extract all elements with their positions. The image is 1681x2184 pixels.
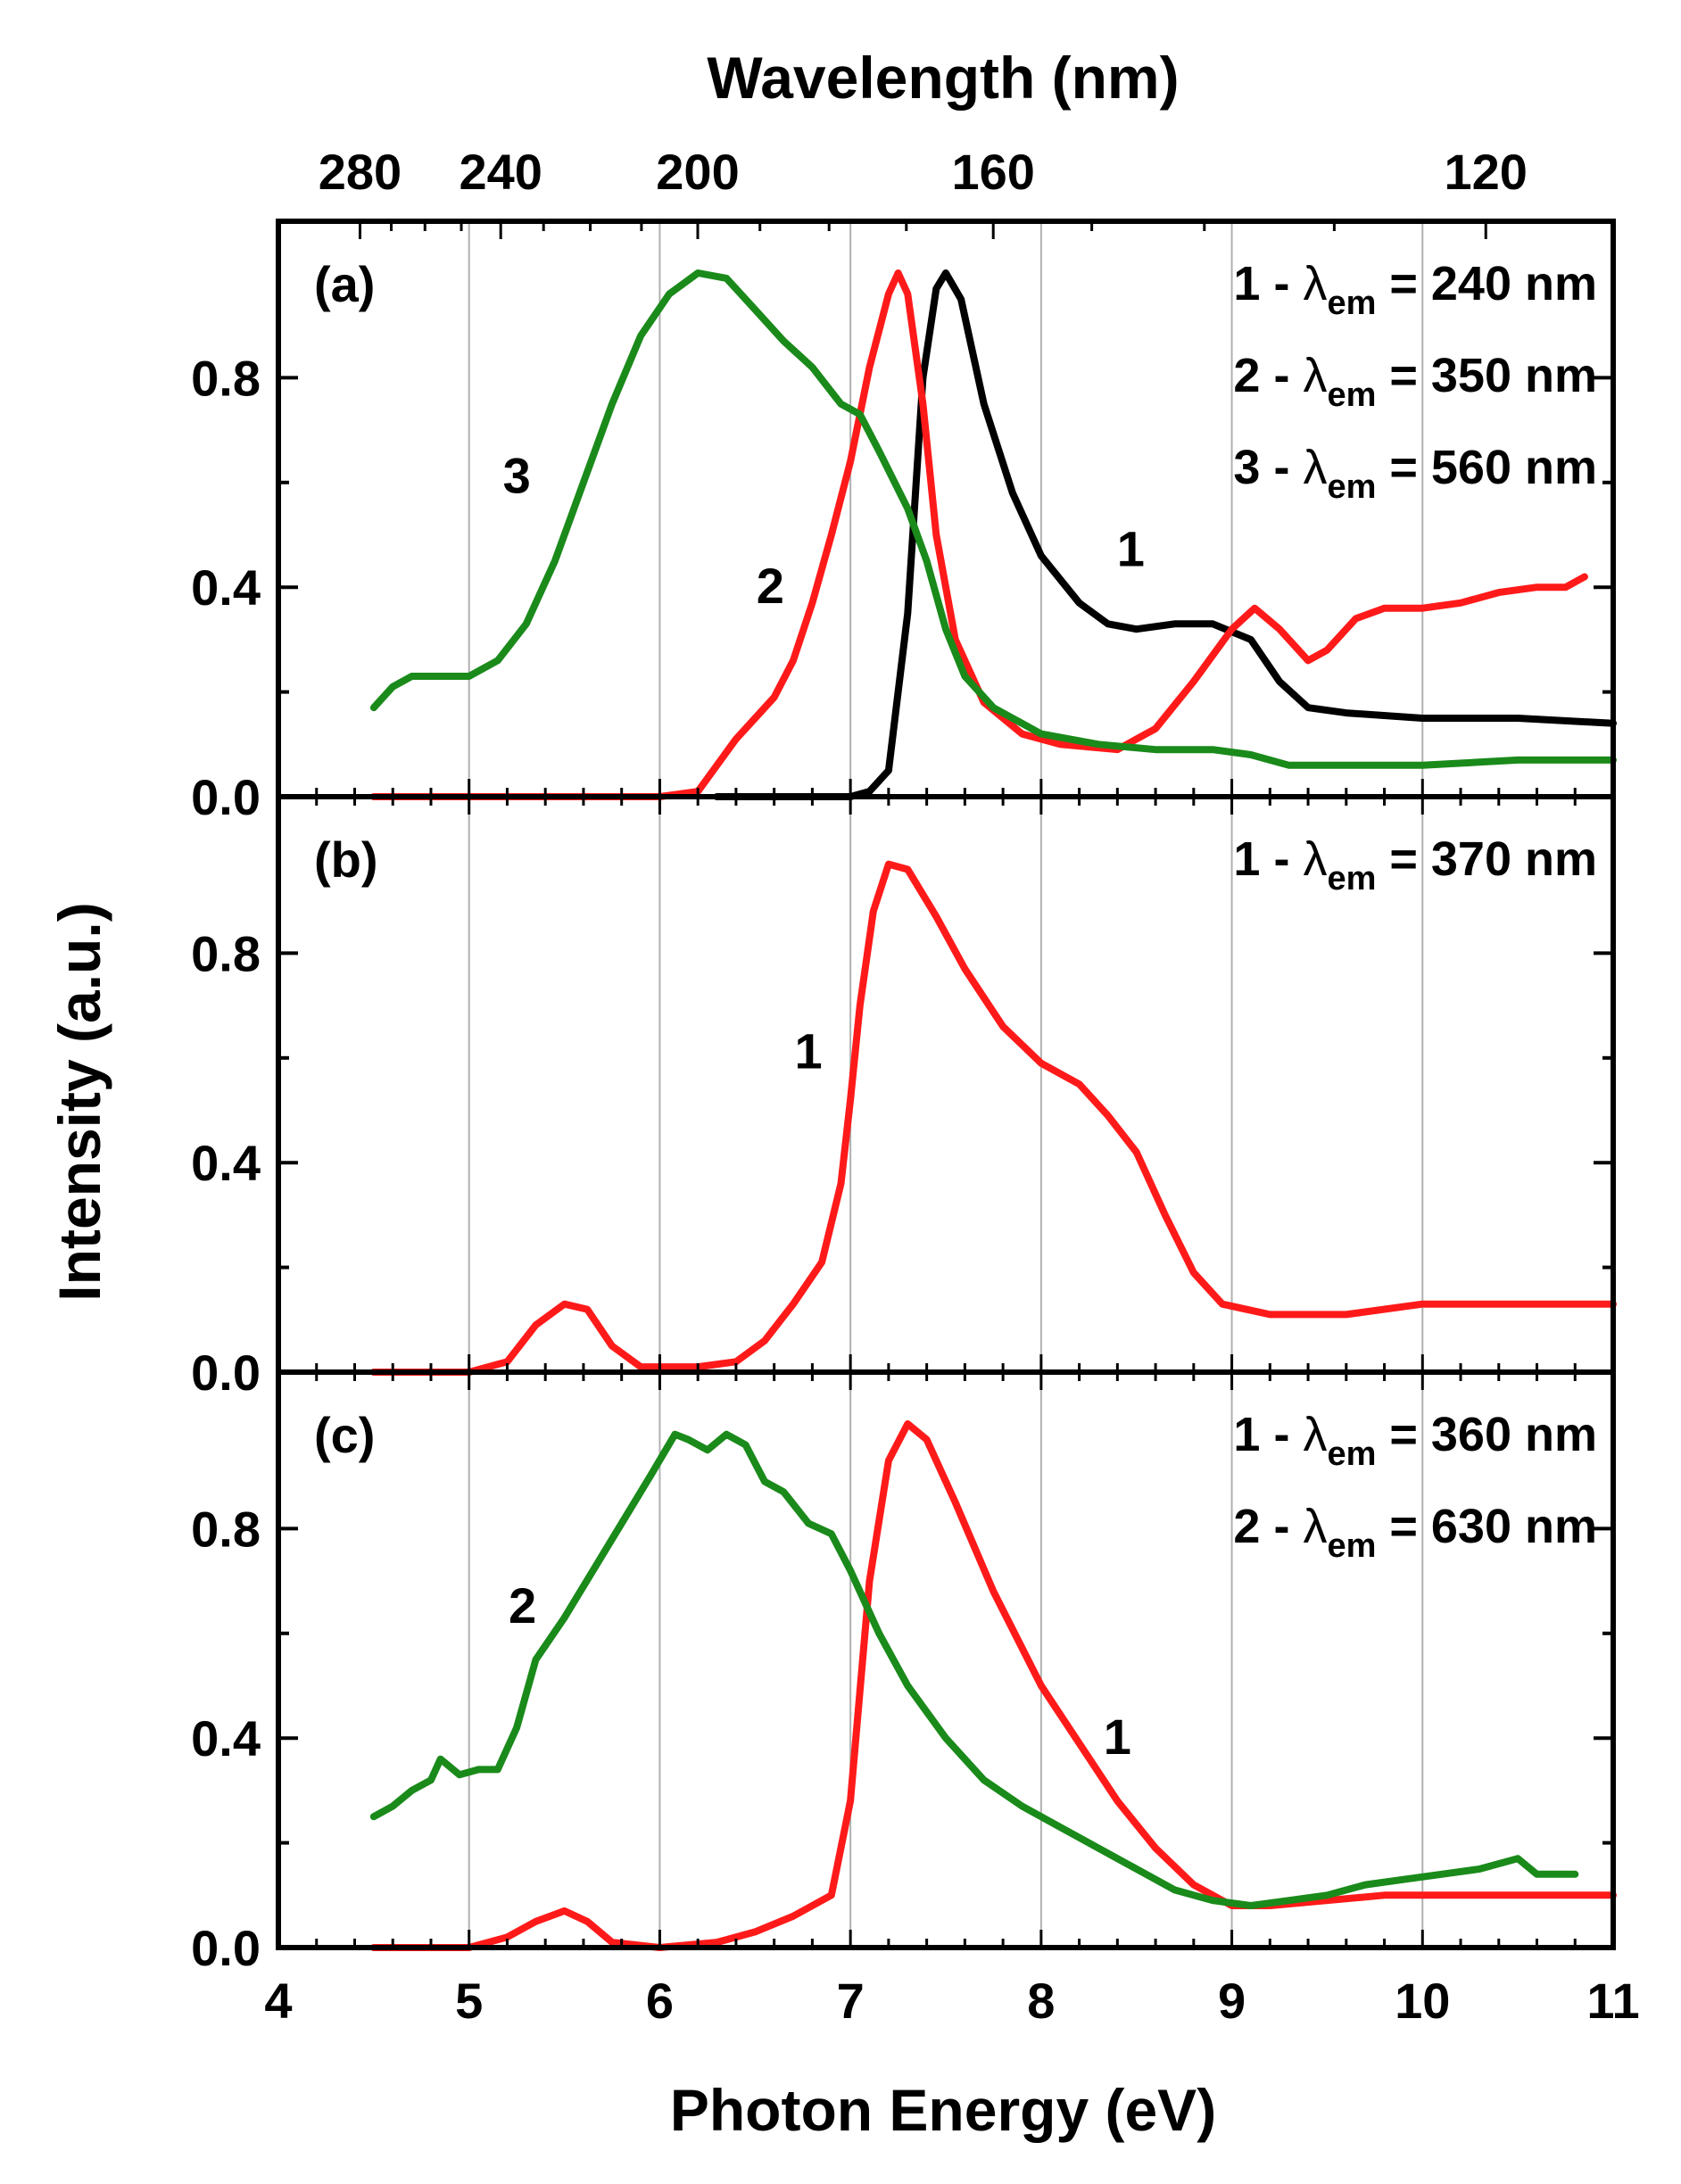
top-tick-label: 120 — [1445, 144, 1528, 200]
curve-label: 2 — [757, 558, 784, 614]
series-line-1-panel-1 — [713, 269, 1617, 800]
curve-layer — [369, 269, 1617, 1951]
curve-label: 1 — [1117, 521, 1145, 577]
y-tick-label: 0.8 — [191, 925, 261, 981]
y-tick-label: 0.4 — [191, 1710, 261, 1766]
x-tick-label: 9 — [1218, 1973, 1246, 2029]
curve-label: 1 — [795, 1023, 823, 1080]
x-tick-label: 6 — [646, 1973, 674, 2029]
legend-entry: 1 - λem = 240 nm — [1233, 257, 1597, 322]
panel-frame — [276, 1369, 1616, 1950]
y-tick-label: 0.0 — [191, 769, 261, 825]
y-tick-label: 0.0 — [191, 1344, 261, 1401]
y-axis-title: Intensity (a.u.) — [46, 902, 112, 1301]
curve-label: 2 — [509, 1577, 536, 1634]
x-tick-label: 7 — [837, 1973, 865, 2029]
curve-label: 3 — [503, 448, 531, 504]
series-line-1-panel-2 — [369, 860, 1617, 1376]
legend-entry: 2 - λem = 350 nm — [1233, 349, 1597, 414]
y-tick-label: 0.4 — [191, 1135, 261, 1191]
frame-layer — [276, 219, 1616, 1950]
y-tick-label: 0.4 — [191, 559, 261, 616]
text-layer: Wavelength (nm) Photon Energy (eV) Inten… — [46, 45, 1640, 2143]
y-tick-label: 0.0 — [191, 1920, 261, 1976]
series-line-3-panel-1 — [369, 269, 1617, 769]
top-tick-label: 160 — [951, 144, 1034, 200]
y-tick-label: 0.8 — [191, 350, 261, 406]
top-tick-label: 280 — [319, 144, 402, 200]
x-tick-label: 5 — [455, 1973, 483, 2029]
x-tick-label: 10 — [1395, 1973, 1450, 2029]
top-tick-label: 240 — [459, 144, 542, 200]
curve-label: 1 — [1104, 1708, 1131, 1765]
panel-label: (b) — [314, 831, 378, 888]
legend-entry: 1 - λem = 360 nm — [1233, 1408, 1597, 1473]
x-axis-title: Photon Energy (eV) — [670, 2077, 1216, 2143]
x-tick-label: 11 — [1586, 1973, 1639, 2029]
series-line-2-panel-3 — [369, 1430, 1579, 1909]
panel-label: (a) — [314, 256, 375, 312]
y-tick-label: 0.8 — [191, 1501, 261, 1557]
legend-entry: 3 - λem = 560 nm — [1233, 441, 1597, 506]
panel-label: (c) — [314, 1407, 375, 1463]
top-axis-title: Wavelength (nm) — [707, 45, 1179, 111]
x-tick-label: 8 — [1027, 1973, 1055, 2029]
x-tick-label: 4 — [264, 1973, 292, 2029]
grid-layer — [468, 221, 1424, 1948]
legend-entry: 2 - λem = 630 nm — [1233, 1500, 1597, 1565]
legend-entry: 1 - λem = 370 nm — [1233, 832, 1597, 898]
top-tick-label: 200 — [656, 144, 739, 200]
